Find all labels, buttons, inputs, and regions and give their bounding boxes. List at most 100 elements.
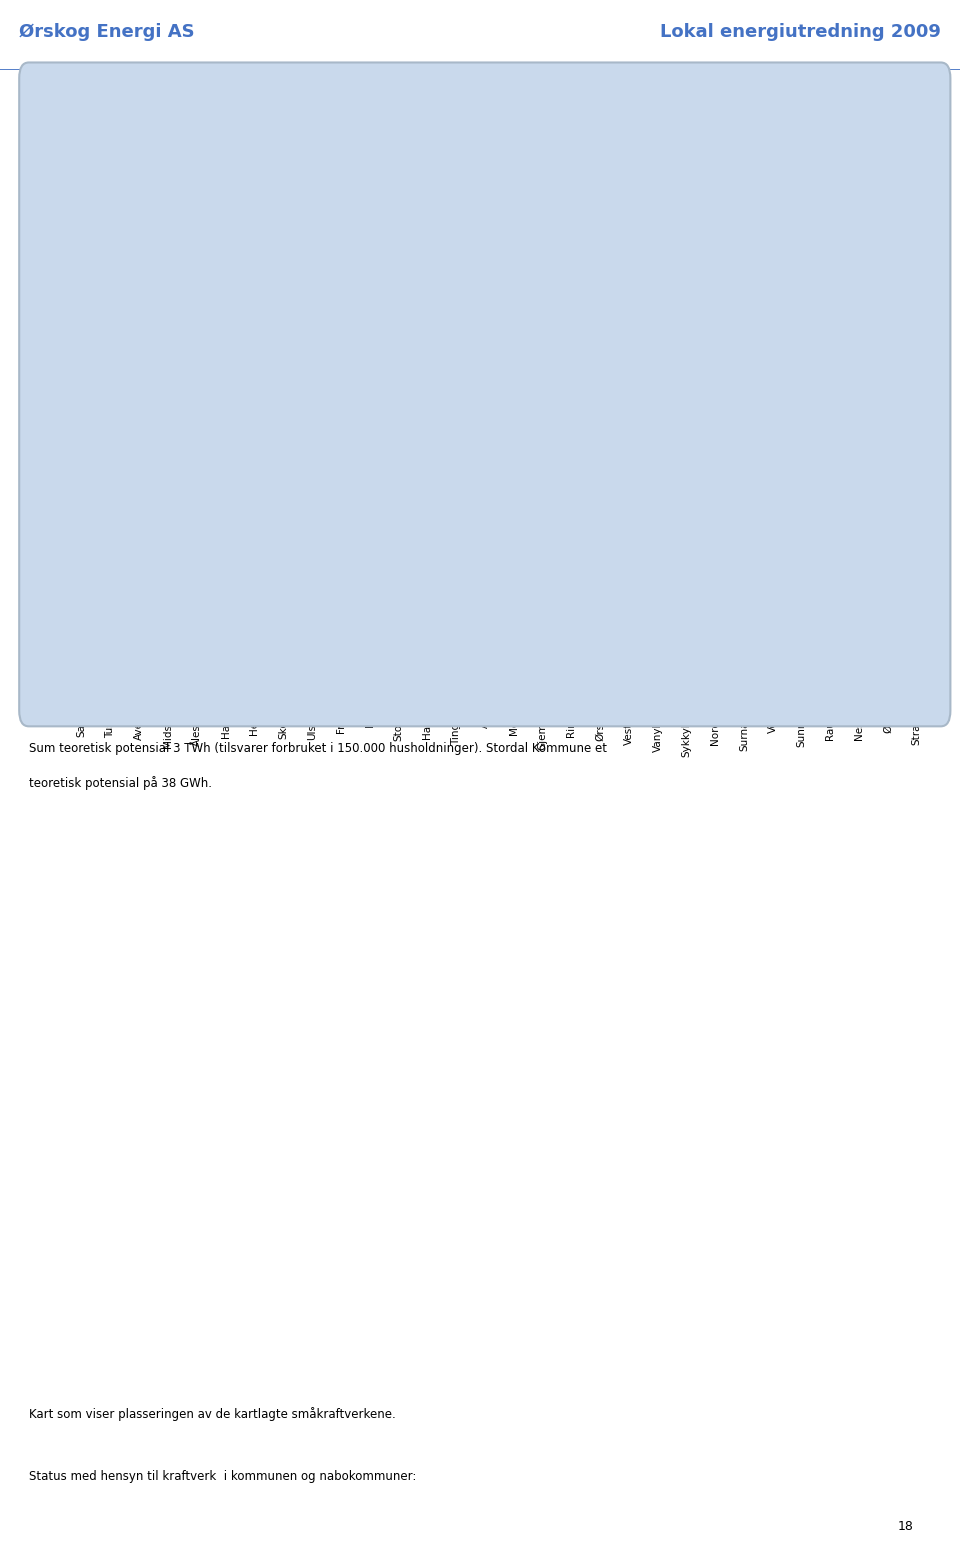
Text: Ørskog Energi AS: Ørskog Energi AS [19,22,195,41]
Bar [677,548,696,565]
Bar [302,686,322,695]
Bar [187,686,206,689]
Legend: 1000-9999 kW mellom 3-5 kr, 50-999 kW mellom 3-5 kr, 1000-9999 kW under 3 kr, 50: 1000-9999 kW mellom 3-5 kr, 50-999 kW me… [72,161,262,255]
Bar [907,283,926,345]
Bar [302,681,322,686]
Bar [475,675,494,681]
Bar [590,664,610,695]
Bar [562,659,581,673]
Bar [533,654,552,659]
Bar [792,453,811,497]
Bar [619,637,638,659]
Bar [533,659,552,669]
Bar [878,425,898,506]
Bar [677,614,696,695]
Bar [850,394,869,448]
Bar [216,684,235,687]
Bar [821,534,840,695]
Bar [562,648,581,659]
Bar [619,612,638,623]
Bar [763,587,782,695]
Bar [389,675,408,681]
Bar [850,448,869,520]
Bar [446,672,466,678]
Bar [907,345,926,430]
Bar [734,506,754,530]
Bar [101,689,120,692]
Bar [706,569,725,604]
Bar [446,678,466,684]
Text: 18: 18 [898,1520,913,1534]
Bar [850,362,869,394]
Bar [821,398,840,425]
Text: Kart som viser plasseringen av de kartlagte småkraftverkene.: Kart som viser plasseringen av de kartla… [29,1407,396,1420]
Bar [130,690,149,692]
Bar [821,425,840,475]
Bar [274,678,293,683]
Bar [331,681,350,686]
Text: Lokal energiutredning 2009: Lokal energiutredning 2009 [660,22,941,41]
Bar [648,565,667,578]
Text: Status med hensyn til kraftverk  i kommunen og nabokommuner:: Status med hensyn til kraftverk i kommun… [29,1470,417,1482]
Bar [878,242,898,367]
Bar [590,645,610,664]
Bar [907,242,926,269]
Bar [619,659,638,695]
Bar [475,667,494,675]
Bar [648,578,667,597]
Bar [763,511,782,542]
Bar [504,675,523,681]
Bar [274,683,293,686]
Bar [331,676,350,681]
Bar [878,506,898,695]
Bar [562,673,581,695]
Bar [72,690,91,692]
Bar [590,633,610,645]
Bar [187,689,206,690]
Bar [418,684,437,695]
Bar [907,430,926,695]
Bar [792,497,811,547]
Bar [158,690,178,695]
Bar [216,690,235,695]
Y-axis label: [GWh]: [GWh] [18,406,32,445]
Bar [331,686,350,695]
Bar [533,678,552,695]
Bar [274,686,293,695]
Text: teoretisk potensial på 38 GWh.: teoretisk potensial på 38 GWh. [29,776,212,790]
Bar [72,692,91,695]
Bar [216,687,235,690]
Bar [245,684,264,687]
Bar [792,425,811,453]
Bar [734,530,754,556]
Bar [792,547,811,695]
Bar [619,623,638,637]
Text: Diagram viser det teoretiske potensialet for alle kommunene i fylket. Kilde: www: Diagram viser det teoretiske potensialet… [29,708,554,720]
Bar [389,686,408,695]
Bar [130,692,149,695]
Bar [878,367,898,425]
Bar [360,684,379,695]
Bar [504,681,523,695]
Bar [101,692,120,695]
Bar [389,681,408,686]
Bar [706,604,725,695]
Bar [360,675,379,679]
Bar [418,679,437,684]
Bar [562,640,581,648]
Bar [590,623,610,633]
Bar [130,687,149,690]
Title: Potensiale for småkraftverk: Potensiale for småkraftverk [368,131,631,148]
Bar [850,520,869,695]
Bar [418,673,437,679]
Bar [648,623,667,695]
Bar [763,542,782,587]
Bar [475,681,494,695]
Bar [677,583,696,614]
Bar [302,676,322,681]
Bar [158,689,178,690]
Bar [504,667,523,675]
Bar [648,597,667,623]
Bar [677,565,696,583]
Bar [706,547,725,569]
